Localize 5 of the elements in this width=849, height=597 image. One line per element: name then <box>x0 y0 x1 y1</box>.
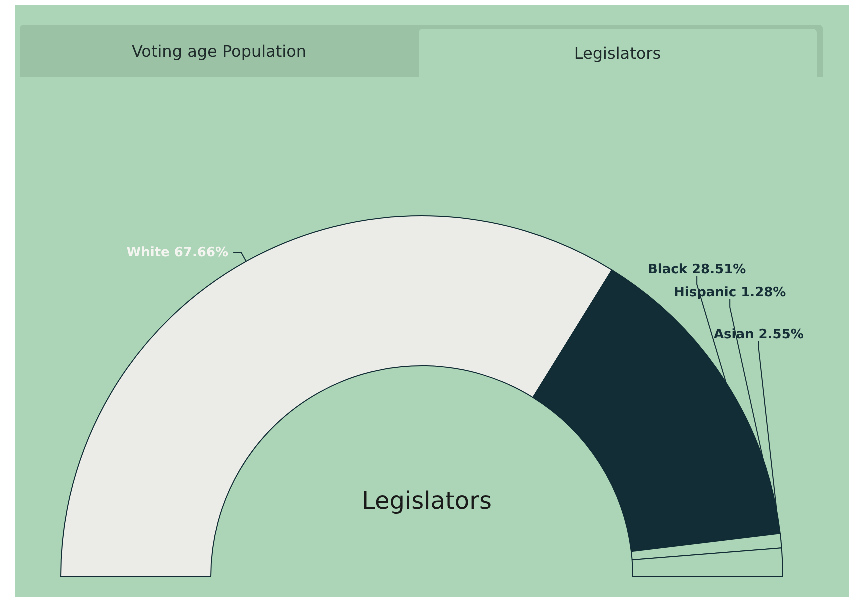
text: Legislators <box>418 29 817 77</box>
slice-label: Black 28.51% <box>648 262 746 278</box>
slice-label: White 67.66% <box>126 245 229 260</box>
text: Legislators <box>362 487 492 515</box>
text: Voting age Population <box>130 40 308 62</box>
